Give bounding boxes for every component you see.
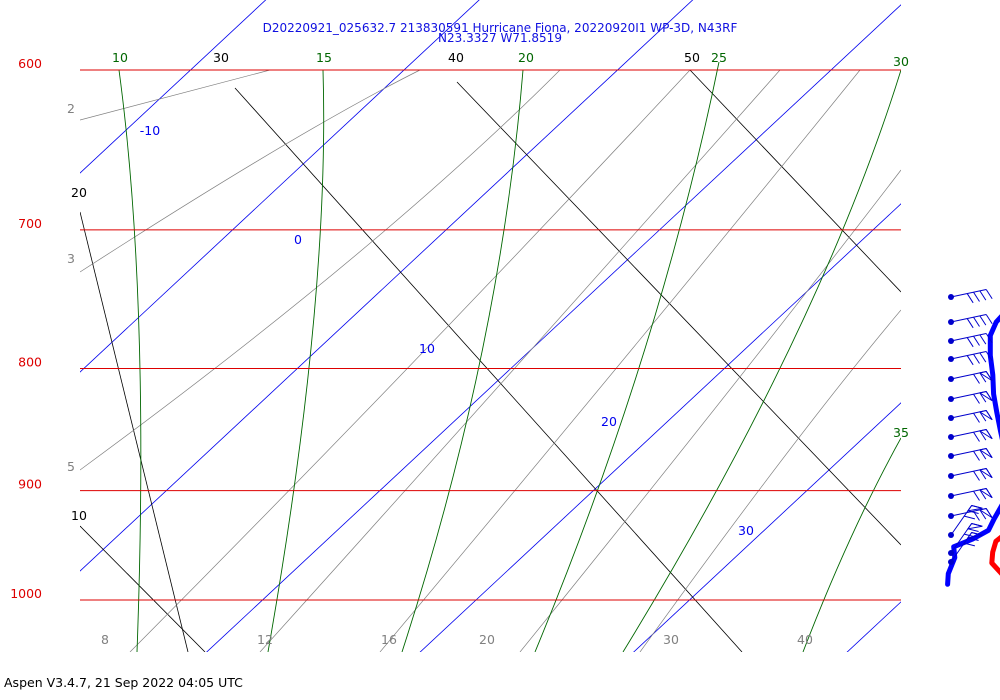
isotherm-label: 0 <box>294 232 302 247</box>
mixing-ratio-line <box>802 437 901 652</box>
wind-barb <box>948 351 993 366</box>
bottom-scale-label: 20 <box>479 632 495 647</box>
moist-adiabat-line <box>80 69 421 273</box>
isotherm-label: 20 <box>601 414 617 429</box>
temperature-profile <box>989 534 1000 576</box>
mixing-ratio-line <box>534 61 720 652</box>
wind-barb <box>948 504 983 538</box>
mixing-ratio-line <box>401 69 524 652</box>
moist-adiabat-line <box>259 69 781 652</box>
mixing-ratio-label: 20 <box>518 50 534 65</box>
mixing-ratio-label: 30 <box>893 54 909 69</box>
isotherm-line <box>419 203 901 652</box>
mixing-ratio-label: 25 <box>711 50 727 65</box>
mixing-ratio-line <box>622 69 901 652</box>
dry-adiabat-line <box>456 81 901 546</box>
wind-barb <box>948 522 983 556</box>
axis-labels: 600 700 800 900 1000 -10 0 10 20 30 30 40 50 20 10 10 15… <box>10 50 909 647</box>
isotherm-line <box>80 0 694 572</box>
bottom-scale-label: 8 <box>101 632 109 647</box>
wind-barb <box>948 409 993 423</box>
mixing-ratio-line <box>267 69 325 652</box>
sounding-profiles <box>945 314 1000 587</box>
moist-adiabat-line <box>519 169 901 652</box>
mixing-ratio-label: 10 <box>112 50 128 65</box>
bottom-scale-label: 16 <box>381 632 397 647</box>
isobar-label: 600 <box>18 56 42 71</box>
dry-adiabat-label: 30 <box>213 50 229 65</box>
moist-adiabat-line <box>379 69 861 652</box>
dewpoint-profile <box>945 314 1000 587</box>
isotherm-label: -10 <box>140 123 160 138</box>
bottom-scale-label: 40 <box>797 632 813 647</box>
isotherm-line <box>80 0 267 174</box>
dry-adiabat-label: 20 <box>71 185 87 200</box>
wind-barb <box>948 428 993 442</box>
isotherm-line <box>80 0 480 373</box>
dry-adiabat-label: 10 <box>71 508 87 523</box>
wind-barb <box>948 447 993 461</box>
bottom-scale-label: 12 <box>257 632 273 647</box>
mixing-ratio-line <box>118 69 142 652</box>
wind-barb <box>948 333 993 348</box>
isotherm-label: 10 <box>419 341 435 356</box>
moist-adiabat-label: 5 <box>67 459 75 474</box>
chart-title-line2: N23.3327 W71.8519 <box>438 31 562 45</box>
moist-adiabat-line <box>639 309 901 652</box>
moist-adiabat-line <box>129 69 691 652</box>
wind-barb <box>948 289 993 304</box>
wind-barb <box>948 507 993 521</box>
isotherm-line <box>846 601 901 652</box>
mixing-ratio-label: 35 <box>893 425 909 440</box>
dry-adiabat-line <box>80 525 206 652</box>
wind-barb <box>948 390 993 404</box>
moist-adiabat-line <box>80 69 271 121</box>
isobar-label: 800 <box>18 354 42 369</box>
isotherm-line <box>206 4 901 652</box>
dry-adiabat-label: 40 <box>448 50 464 65</box>
isobar-lines <box>80 69 901 601</box>
dry-adiabat-line <box>689 69 901 293</box>
isobar-label: 900 <box>18 477 42 492</box>
wind-barb <box>948 370 993 384</box>
wind-barb <box>948 314 993 329</box>
moist-adiabat-label: 3 <box>67 251 75 266</box>
dry-adiabat-line <box>234 87 743 652</box>
moist-adiabat-label: 2 <box>67 101 75 116</box>
dry-adiabat-line <box>80 211 189 652</box>
wind-barb <box>948 467 993 481</box>
isobar-label: 1000 <box>10 586 42 601</box>
wind-barb <box>948 531 983 565</box>
chart-title-line1: D20220921_025632.7 213830591 Hurricane F… <box>262 21 738 35</box>
wind-barbs <box>948 289 993 565</box>
software-version-footer: Aspen V3.4.7, 21 Sep 2022 04:05 UTC <box>4 675 243 690</box>
wind-barb <box>948 487 993 501</box>
isotherm-line <box>633 402 901 652</box>
isotherm-label: 30 <box>738 523 754 538</box>
isobar-label: 700 <box>18 216 42 231</box>
mixing-ratio-label: 15 <box>316 50 332 65</box>
dry-adiabat-label: 50 <box>684 50 700 65</box>
moist-adiabat-line <box>80 69 561 471</box>
bottom-scale-label: 30 <box>663 632 679 647</box>
